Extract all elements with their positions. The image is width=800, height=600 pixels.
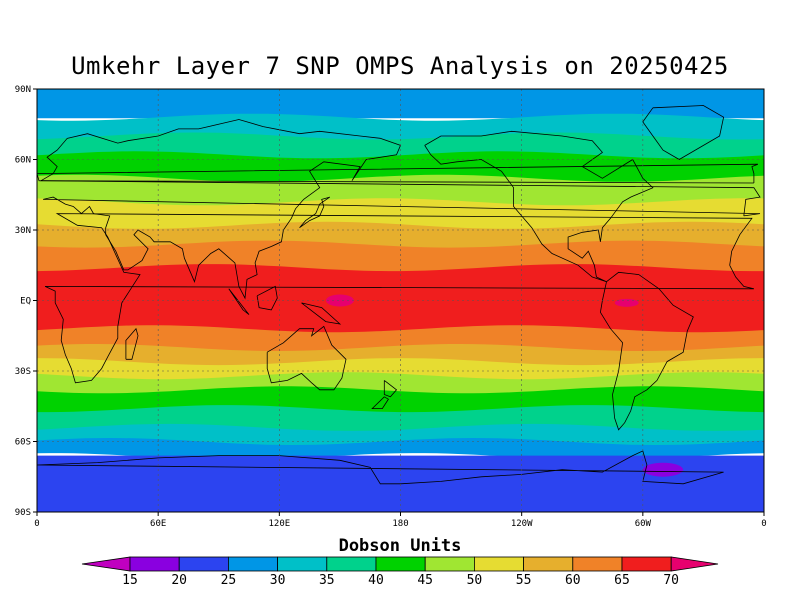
lon-label: 60W — [635, 519, 652, 529]
colorbar-label: 40 — [368, 573, 384, 588]
colorbar-segment — [178, 556, 229, 572]
contour-blob — [643, 462, 684, 477]
coastline — [642, 105, 725, 160]
graticule — [37, 89, 764, 512]
contour-band — [37, 89, 764, 119]
latitude-axis: 90N 60N 30N EQ 30S 60S 90S — [15, 85, 37, 518]
colorbar-segment — [473, 556, 524, 572]
coastline — [256, 285, 278, 311]
colorbar-label: 50 — [467, 573, 483, 588]
colorbar-label: 60 — [565, 573, 581, 588]
colorbar-segment — [227, 556, 278, 572]
colorbar-title: Dobson Units — [338, 536, 462, 556]
lat-label: 30N — [15, 226, 31, 236]
coastline — [599, 271, 694, 431]
colorbar-low-arrow — [81, 556, 131, 572]
colorbar-label: 15 — [122, 573, 138, 588]
contour-band — [37, 454, 764, 512]
colorbar-segment — [326, 556, 377, 572]
colorbar-segment — [523, 556, 574, 572]
contour-blob — [614, 298, 639, 307]
lat-label: EQ — [20, 297, 31, 307]
coastline — [37, 163, 759, 184]
lon-label: 0 — [34, 519, 39, 529]
longitude-axis: 0 60E 120E 180 120W 60W 0 — [34, 512, 767, 529]
lat-label: 60N — [15, 156, 31, 166]
coastline — [299, 196, 331, 229]
colorbar-segment — [621, 556, 672, 572]
contour-band — [37, 264, 764, 334]
colorbar-label: 70 — [663, 573, 679, 588]
coastlines — [37, 105, 761, 485]
colorbar-label: 45 — [417, 573, 433, 588]
lon-label: 0 — [761, 519, 766, 529]
lat-label: 90N — [15, 85, 31, 95]
coastline — [44, 213, 754, 384]
map-title: Umkehr Layer 7 SNP OMPS Analysis on 2025… — [71, 52, 729, 80]
colorbar-label: 20 — [171, 573, 187, 588]
colorbar-label: 35 — [319, 573, 335, 588]
coastline — [37, 450, 724, 485]
coastline — [371, 396, 389, 409]
coastline — [383, 380, 398, 398]
coastline — [39, 119, 761, 300]
lat-label: 30S — [15, 367, 31, 377]
contour-band — [37, 151, 764, 183]
lat-label: 60S — [15, 438, 31, 448]
colorbar: 15 20 25 30 35 40 45 50 55 60 65 70 — [81, 556, 719, 588]
colorbar-segment — [277, 556, 328, 572]
coastline — [266, 325, 347, 391]
contour-blob — [325, 294, 354, 307]
colorbar-segment — [424, 556, 475, 572]
contour-band — [37, 113, 764, 141]
lon-label: 60E — [150, 519, 166, 529]
lon-label: 180 — [392, 519, 408, 529]
coastline — [125, 327, 139, 360]
colorbar-segment — [375, 556, 426, 572]
colorbar-label: 30 — [270, 573, 286, 588]
lat-label: 90S — [15, 508, 31, 518]
lon-label: 120W — [511, 519, 533, 529]
coastline — [228, 288, 250, 315]
colorbar-label: 55 — [516, 573, 532, 588]
colorbar-segment — [129, 556, 180, 572]
colorbar-high-arrow — [670, 556, 719, 572]
colorbar-label: 65 — [614, 573, 630, 588]
contour-band — [37, 325, 764, 352]
coastline — [301, 302, 342, 325]
lon-label: 120E — [268, 519, 290, 529]
colorbar-segment — [572, 556, 623, 572]
colorbar-label: 25 — [221, 573, 237, 588]
